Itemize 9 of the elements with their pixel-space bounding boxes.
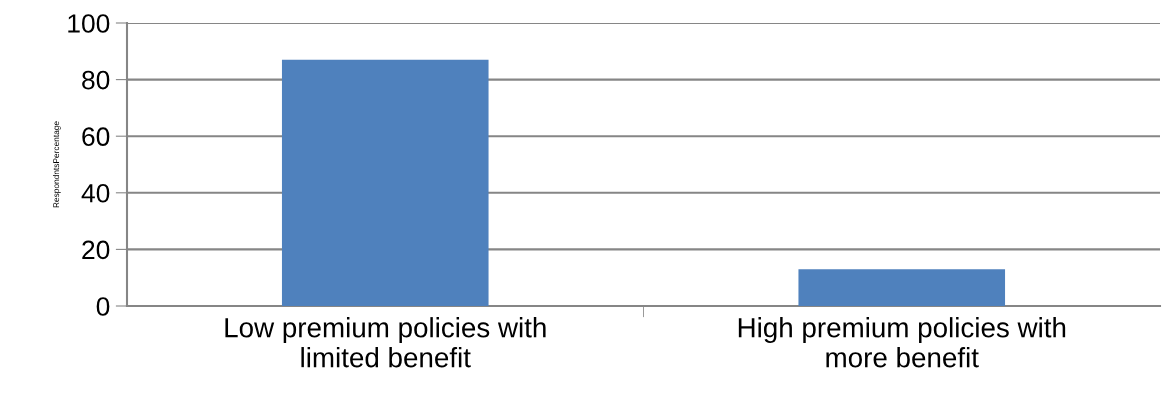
y-tick-label: 80	[82, 70, 110, 90]
x-tick-label: High premium policies with more benefit	[738, 317, 1066, 368]
x-tick-label: Low premium policies with limited benefit	[225, 317, 546, 368]
y-tick-label: 20	[82, 240, 110, 260]
y-tick-label: 0	[96, 297, 110, 316]
y-tick-label: 100	[68, 14, 110, 33]
y-axis-title: RespondntsPercentage	[52, 121, 61, 208]
y-tick-label: 40	[81, 183, 110, 203]
y-tick-label: 60	[82, 127, 110, 147]
